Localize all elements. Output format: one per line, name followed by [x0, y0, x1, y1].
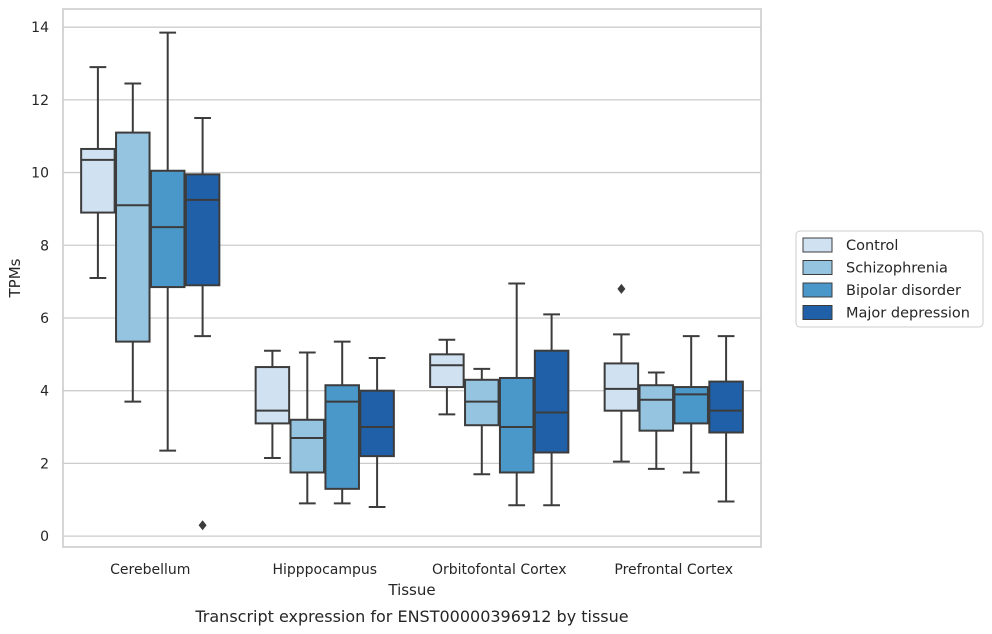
box-body — [673, 386, 709, 425]
box-2-2 — [498, 282, 535, 507]
box-2-1 — [464, 367, 500, 476]
box-body — [289, 418, 326, 474]
box-1-2 — [324, 340, 360, 505]
y-tick-label: 12 — [31, 93, 49, 109]
legend-swatch — [802, 237, 833, 253]
box-body — [498, 376, 535, 474]
x-tick-label: Cerebellum — [110, 562, 190, 578]
legend-label: Major depression — [846, 306, 970, 322]
box-body — [429, 353, 465, 389]
box-3-1 — [638, 371, 675, 470]
box-2-0 — [429, 338, 465, 416]
legend-swatch — [802, 260, 833, 275]
legend: Control Schizophrenia Bipolar disorder Majo… — [795, 230, 984, 328]
boxes — [80, 31, 744, 531]
x-tick-label: Orbitofontal Cortex — [432, 562, 567, 578]
legend-frame — [795, 230, 984, 328]
box-1-1 — [289, 351, 326, 505]
box-0-2 — [149, 31, 186, 452]
chart-caption: Transcript expression for ENST0000039691… — [194, 607, 628, 626]
box-0-0 — [80, 66, 116, 279]
plot-frame — [62, 8, 762, 548]
y-tick-label: 6 — [40, 311, 49, 327]
box-3-2 — [673, 335, 709, 474]
box-body — [638, 384, 675, 432]
x-axis-title: Tissue — [387, 581, 435, 599]
y-axis-title: TPMs — [6, 258, 24, 298]
box-body — [708, 380, 744, 434]
box-body — [359, 389, 395, 458]
x-tick-label: Prefrontal Cortex — [614, 562, 733, 578]
box-3-0 — [603, 283, 640, 463]
y-tick-label: 4 — [40, 384, 49, 400]
box-body — [184, 173, 221, 287]
y-tick-label: 0 — [40, 529, 49, 545]
y-tick-label: 8 — [40, 238, 49, 254]
y-tick-label: 2 — [40, 456, 49, 472]
y-tick-label: 10 — [31, 166, 49, 182]
box-body — [149, 169, 186, 289]
box-2-3 — [533, 313, 570, 507]
box-body — [533, 349, 570, 454]
y-tick-label: 14 — [31, 20, 49, 36]
box-3-3 — [708, 335, 744, 503]
box-body — [254, 366, 291, 425]
y-tick-labels: 0 2 4 6 8 10 12 14 — [31, 20, 49, 545]
outlier-point — [617, 283, 626, 294]
x-tick-label: Hipppocampus — [272, 562, 377, 578]
box-body — [603, 362, 640, 412]
legend-items: Control Schizophrenia Bipolar disorder Majo… — [802, 237, 970, 322]
box-body — [115, 131, 151, 343]
box-0-1 — [115, 82, 151, 403]
box-1-3 — [359, 356, 395, 509]
legend-label: Bipolar disorder — [846, 283, 961, 299]
outlier-point — [198, 520, 207, 531]
legend-swatch — [802, 305, 833, 320]
legend-swatch — [802, 282, 833, 298]
box-0-3 — [184, 117, 221, 531]
box-1-0 — [254, 349, 291, 459]
x-tick-labels: Cerebellum Hipppocampus Orbitofontal Corte… — [110, 562, 733, 578]
legend-label: Control — [846, 238, 898, 254]
legend-label: Schizophrenia — [846, 261, 948, 277]
box-body — [80, 147, 116, 214]
